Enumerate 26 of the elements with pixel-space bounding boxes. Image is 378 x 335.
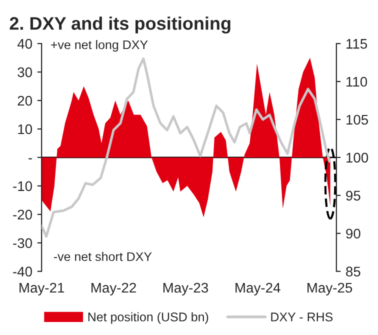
y-tick-label: -20 (13, 210, 32, 220)
annotation: -ve net short DXY (54, 252, 152, 262)
legend-label: Net position (USD bn) (88, 312, 208, 324)
y-tick-label: - (28, 158, 32, 160)
y-tick-label: -10 (13, 181, 32, 192)
y-tick-label: 20 (18, 96, 32, 106)
y2-tick-label: 85 (346, 266, 360, 277)
y2-tick-label: 95 (346, 190, 360, 201)
y-tick-label: 10 (18, 124, 32, 134)
y-tick-label: 40 (17, 38, 32, 49)
legend-label: DXY - RHS (271, 312, 333, 322)
x-tick-label: May-21 (20, 282, 64, 296)
x-tick-label: May-25 (308, 282, 352, 296)
y2-tick-label: 110 (346, 76, 368, 87)
y2-tick-label: 105 (346, 114, 368, 125)
y-tick-label: -40 (13, 266, 32, 277)
y-tick-label: 30 (18, 67, 32, 78)
x-tick-label: May-23 (163, 282, 208, 296)
annotation: +ve net long DXY (51, 40, 148, 52)
y2-tick-label: 90 (346, 228, 360, 239)
y-tick-label: -30 (13, 238, 32, 248)
y2-tick-label: 115 (346, 39, 368, 49)
x-tick-label: May-22 (92, 282, 136, 296)
chart-title: 2. DXY and its positioning (10, 16, 230, 34)
x-tick-label: May-24 (236, 282, 280, 296)
y2-tick-label: 100 (346, 152, 368, 163)
